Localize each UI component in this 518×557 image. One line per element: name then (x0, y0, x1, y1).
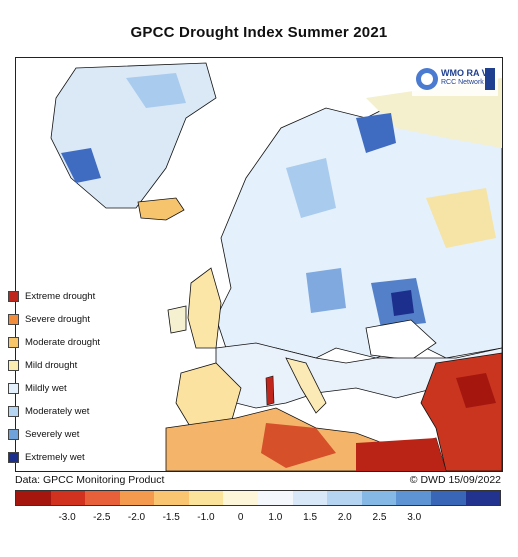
colorbar-labels: -3.0 -2.5 -2.0 -1.5 -1.0 0 1.0 1.5 2.0 2.5 3.0 (15, 512, 501, 526)
legend-label: Severely wet (25, 428, 80, 440)
colorbar-segment (50, 491, 86, 505)
colorbar-tick-label: -2.0 (127, 512, 146, 523)
logo-line1: WMO RA VI (441, 68, 491, 78)
colorbar-tick-label: 1.0 (268, 512, 283, 523)
colorbar-segment (16, 491, 51, 505)
legend-item: Mildly wet (8, 381, 67, 395)
colorbar-segment (327, 491, 362, 505)
legend-label: Moderate drought (25, 336, 100, 348)
wmo-logo: WMO RA VI RCC Network (412, 62, 498, 96)
legend-label: Extreme drought (25, 290, 96, 302)
drought-index-map: WMO RA VI RCC Network (15, 57, 503, 472)
colorbar-segment (258, 491, 293, 505)
legend-swatch (8, 336, 19, 348)
legend-swatch (8, 428, 19, 440)
colorbar-tick-label: -3.0 (58, 512, 76, 523)
colorbar-segment (396, 491, 431, 505)
legend-item: Severe drought (8, 312, 90, 326)
colorbar-segment (361, 491, 397, 505)
legend-item: Moderate drought (8, 335, 100, 349)
colorbar-tick-label: 1.5 (303, 512, 318, 523)
legend-swatch (8, 382, 19, 394)
data-source-note: Data: GPCC Monitoring Product (15, 474, 165, 486)
colorbar-segment (85, 491, 120, 505)
legend-label: Mild drought (25, 359, 78, 371)
logo-line2: RCC Network (441, 79, 484, 86)
legend-swatch (8, 359, 19, 371)
legend-swatch (8, 290, 19, 302)
legend-item: Mild drought (8, 358, 77, 372)
legend-label: Extremely wet (25, 451, 85, 463)
legend-label: Moderately wet (25, 405, 90, 417)
colorbar (15, 490, 501, 506)
legend-label: Mildly wet (25, 382, 67, 394)
colorbar-segment (154, 491, 189, 505)
colorbar-segment (465, 491, 501, 505)
colorbar-segment (223, 491, 259, 505)
logo-graphic (412, 62, 498, 96)
colorbar-segment (430, 491, 466, 505)
legend-item: Moderately wet (8, 404, 89, 418)
colorbar-segment (119, 491, 155, 505)
map-title: GPCC Drought Index Summer 2021 (130, 24, 388, 41)
colorbar-tick-label: 0 (237, 512, 244, 523)
colorbar-segment (292, 491, 328, 505)
colorbar-tick-label: -1.0 (197, 512, 215, 523)
legend-item: Severely wet (8, 427, 79, 441)
map-canvas (16, 58, 502, 471)
colorbar-tick-label: -1.5 (162, 512, 180, 523)
colorbar-segment (188, 491, 224, 505)
colorbar-tick-label: 2.5 (372, 512, 387, 523)
colorbar-tick-label: 3.0 (407, 512, 422, 523)
legend-item: Extremely wet (8, 450, 85, 464)
legend-swatch (8, 451, 19, 463)
colorbar-tick-label: -2.5 (93, 512, 111, 523)
legend-swatch (8, 405, 19, 417)
legend-swatch (8, 313, 19, 325)
legend-item: Extreme drought (8, 289, 95, 303)
colorbar-tick-label: 2.0 (337, 512, 352, 523)
legend-label: Severe drought (25, 313, 90, 325)
copyright-note: © DWD 15/09/2022 (409, 474, 501, 486)
